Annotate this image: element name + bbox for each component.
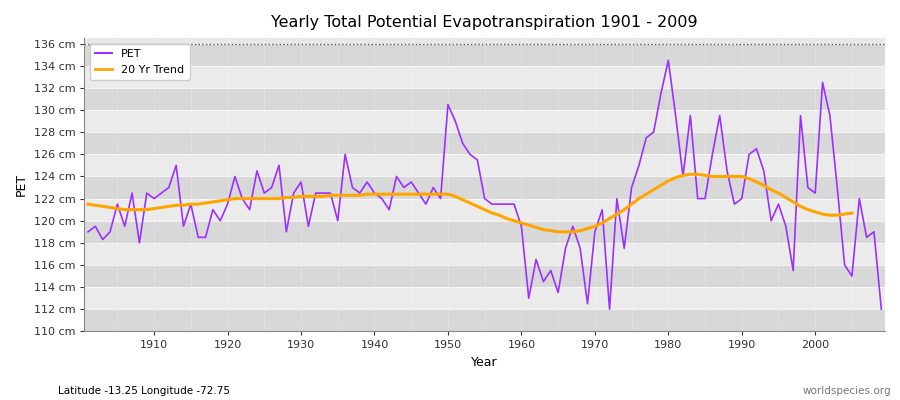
Legend: PET, 20 Yr Trend: PET, 20 Yr Trend [90,44,190,80]
Bar [85,154,885,176]
Bar [85,309,885,332]
Bar [85,198,885,221]
X-axis label: Year: Year [472,356,498,369]
Bar [85,265,885,287]
Text: Latitude -13.25 Longitude -72.75: Latitude -13.25 Longitude -72.75 [58,386,230,396]
Bar [85,110,885,132]
Bar [85,88,885,110]
Bar [85,176,885,198]
Bar [85,221,885,243]
Bar [85,66,885,88]
Bar [85,287,885,309]
Bar [85,132,885,154]
Bar [85,243,885,265]
Bar [85,44,885,66]
Text: worldspecies.org: worldspecies.org [803,386,891,396]
Y-axis label: PET: PET [15,173,28,196]
Title: Yearly Total Potential Evapotranspiration 1901 - 2009: Yearly Total Potential Evapotranspiratio… [272,15,698,30]
